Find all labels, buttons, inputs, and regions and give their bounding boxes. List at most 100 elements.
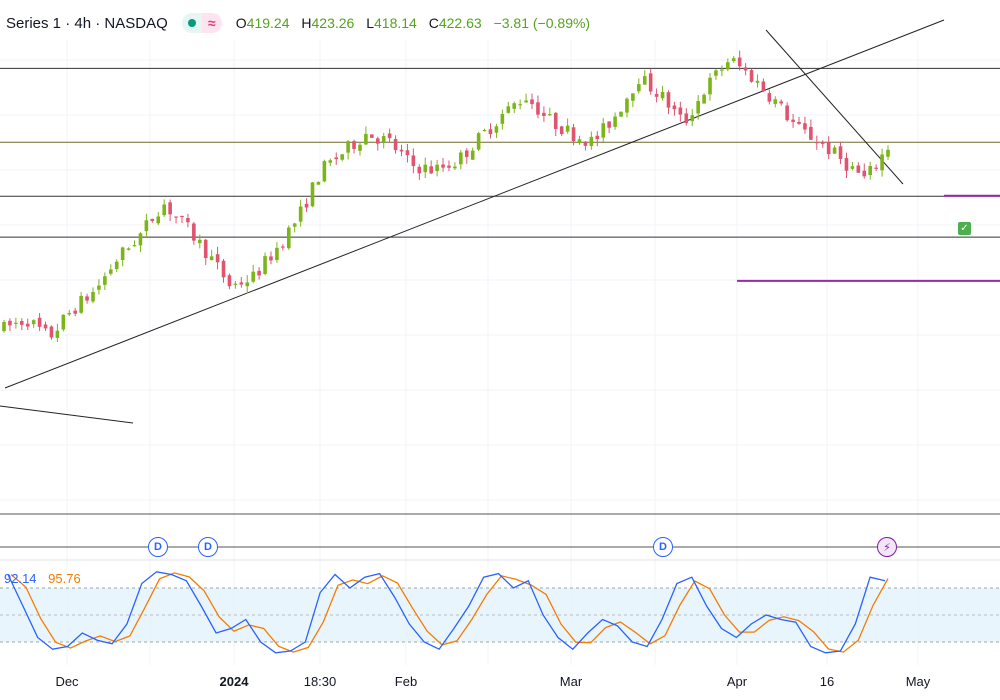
candle-body <box>186 218 190 223</box>
candle-body <box>120 247 125 261</box>
candle-body <box>494 126 499 133</box>
candle-body <box>874 167 878 169</box>
candle-body <box>275 247 279 261</box>
candle-body <box>316 181 321 185</box>
candle-body <box>553 112 558 129</box>
low-value: 418.14 <box>374 15 417 31</box>
status-dot-icon[interactable] <box>181 13 202 33</box>
candle-body <box>370 134 374 138</box>
candle-body <box>791 119 795 122</box>
candle-body <box>97 285 101 290</box>
candle-body <box>565 125 570 132</box>
candle-body <box>263 256 267 274</box>
candle-body <box>749 70 754 82</box>
symbol-name[interactable]: Series 1 <box>6 14 62 32</box>
candle-body <box>785 105 789 121</box>
candle-body <box>595 135 600 140</box>
candle-body <box>417 166 422 174</box>
candle-body <box>625 98 629 113</box>
candle-body <box>506 106 511 113</box>
trendlines[interactable] <box>0 19 945 424</box>
horizontal-levels[interactable] <box>0 67 1000 282</box>
candle-body <box>464 150 469 157</box>
candle-body <box>512 103 517 109</box>
open-value: 419.24 <box>246 15 290 31</box>
candle-body <box>423 164 428 173</box>
candle-body <box>459 152 463 165</box>
candle-body <box>743 67 748 71</box>
candle-body <box>239 282 244 285</box>
stochastic-legend: 92.14 95.76 <box>4 571 81 586</box>
candle-body <box>470 150 475 160</box>
candle-body <box>832 147 837 154</box>
status-pill[interactable]: ≈ <box>181 13 222 33</box>
candle-body <box>773 99 778 104</box>
candle-body <box>476 133 481 150</box>
candle-body <box>684 113 689 124</box>
candle-body <box>292 223 297 227</box>
x-tick-label: 16 <box>819 674 835 689</box>
candle-body <box>447 165 451 168</box>
candle-body <box>530 99 534 105</box>
dividend-icon[interactable]: D <box>198 537 218 557</box>
stochastic-pane <box>0 571 1000 654</box>
candle-body <box>577 139 582 144</box>
candle-body <box>868 165 873 175</box>
dividend-icon[interactable]: D <box>148 537 168 557</box>
dividend-icon[interactable]: D <box>653 537 673 557</box>
close-label: C <box>428 15 439 31</box>
candle-body <box>61 314 66 330</box>
candle-body <box>399 149 404 152</box>
candle-body <box>672 105 677 110</box>
alert-check-icon[interactable]: ✓ <box>958 222 971 235</box>
candle-body <box>144 220 149 232</box>
candle-body <box>55 330 60 338</box>
candle-body <box>637 84 641 92</box>
stoch-k-line <box>7 571 886 654</box>
candle-body <box>298 206 303 222</box>
interval-label[interactable]: 4h <box>74 14 92 32</box>
high-label: H <box>301 15 312 31</box>
candle-body <box>856 165 861 173</box>
legend-separator: · <box>65 14 71 32</box>
lightning-icon[interactable]: ⚡ <box>877 537 897 557</box>
candle-body <box>168 202 172 215</box>
candle-body <box>453 166 457 169</box>
candle-body <box>233 283 238 285</box>
candle-body <box>642 76 647 85</box>
trendline <box>0 405 134 424</box>
candle-body <box>150 218 155 221</box>
candle-body <box>601 123 606 138</box>
wave-icon[interactable]: ≈ <box>201 13 222 33</box>
candle-body <box>304 203 309 208</box>
candle-body <box>862 170 867 177</box>
candle-body <box>500 114 505 124</box>
series-legend[interactable]: Series 1 · 4h · NASDAQ ≈ O419.24 H423.26… <box>6 12 590 34</box>
candle-body <box>737 57 742 67</box>
candle-body <box>43 324 48 329</box>
candle-body <box>435 164 439 172</box>
candle-body <box>607 121 611 128</box>
candle-body <box>387 133 392 139</box>
legend-separator: · <box>95 14 101 32</box>
x-tick-label: Mar <box>559 674 583 689</box>
candle-body <box>826 142 831 155</box>
candle-body <box>589 136 594 147</box>
candle-body <box>803 123 807 130</box>
candle-body <box>886 149 890 157</box>
candle-body <box>340 154 344 160</box>
candle-body <box>548 114 552 116</box>
candle-body <box>197 239 202 244</box>
candle-body <box>79 295 83 313</box>
x-tick-label: Feb <box>394 674 418 689</box>
grid-lines <box>0 40 1000 665</box>
candle-body <box>726 62 730 70</box>
candle-body <box>91 292 95 302</box>
candle-body <box>67 312 72 315</box>
x-tick-label: Dec <box>55 674 79 689</box>
candle-body <box>269 256 273 261</box>
high-value: 423.26 <box>311 15 355 31</box>
candle-body <box>441 164 445 168</box>
stoch-k-value: 92.14 <box>4 571 37 586</box>
